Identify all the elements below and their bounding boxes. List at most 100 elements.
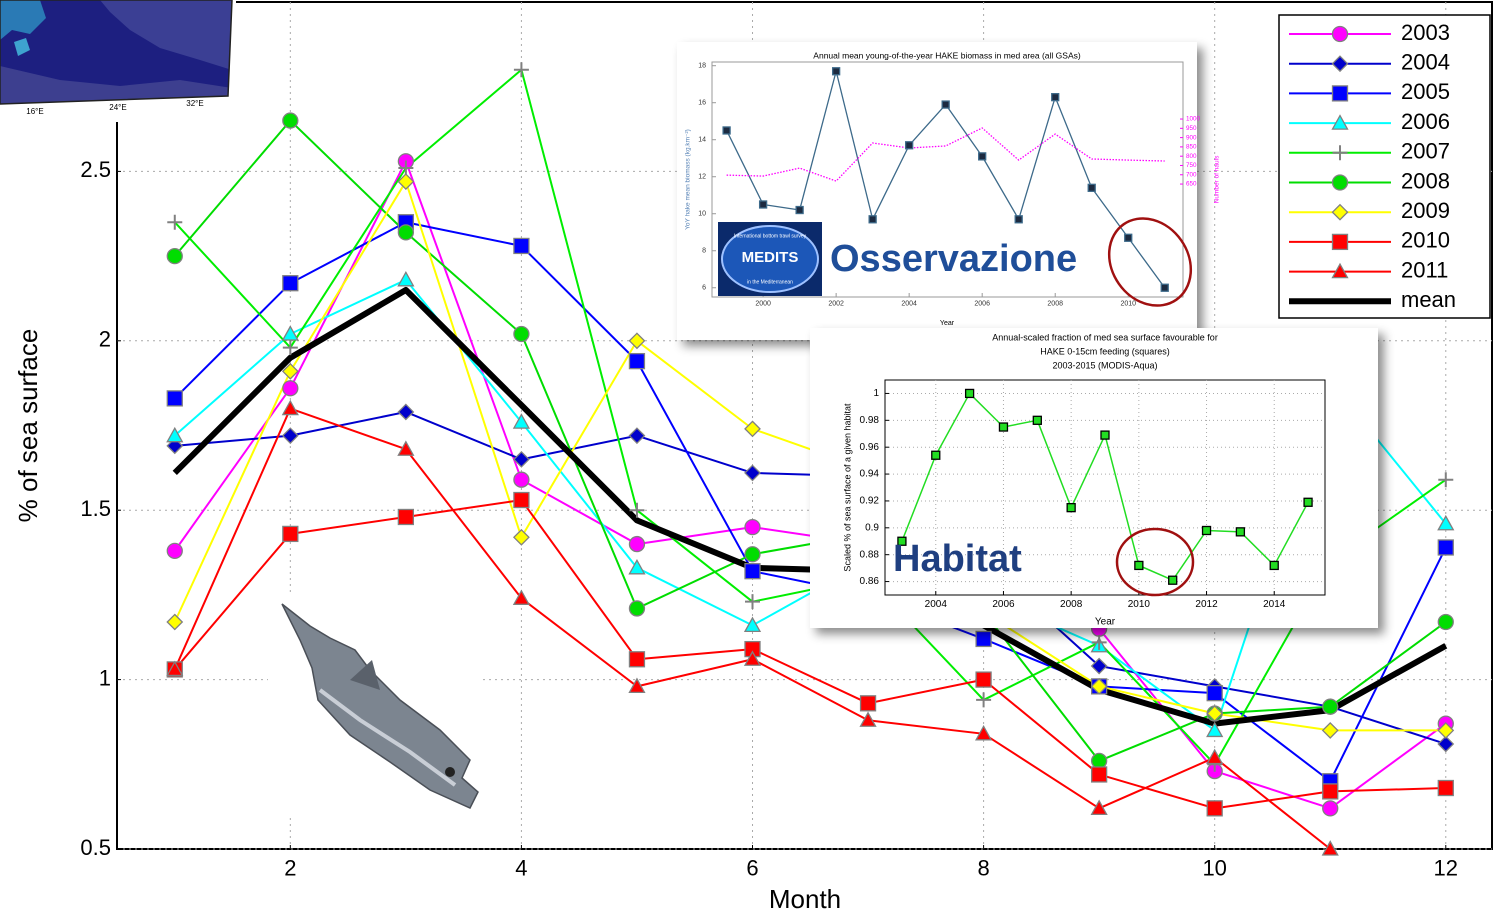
marker — [942, 101, 949, 108]
marker — [1207, 686, 1222, 701]
y2-tick-label: 1000 — [1186, 116, 1201, 123]
y-tick-label: 2 — [99, 327, 111, 352]
marker — [1092, 767, 1107, 782]
y2-tick-label: 700 — [1186, 171, 1197, 178]
marker — [745, 547, 760, 562]
marker — [1135, 561, 1143, 569]
marker — [514, 472, 529, 487]
legend-label: 2009 — [1401, 198, 1450, 223]
marker — [1270, 561, 1278, 569]
marker — [283, 113, 298, 128]
y-tick-label: 0.5 — [80, 835, 111, 860]
x-tick-label: 8 — [977, 856, 989, 881]
marker — [976, 672, 991, 687]
marker — [1203, 527, 1211, 535]
logo-text: MEDITS — [742, 249, 799, 266]
legend-label: 2007 — [1401, 139, 1450, 164]
marker — [906, 142, 913, 149]
x-tick-label: 2002 — [828, 300, 844, 307]
marker — [1438, 615, 1453, 630]
marker — [1323, 699, 1338, 714]
y-tick-label: 0.98 — [860, 415, 880, 426]
x-tick-label: 2010 — [1128, 599, 1151, 610]
marker — [869, 216, 876, 223]
marker — [1052, 94, 1059, 101]
marker — [283, 381, 298, 396]
marker — [1067, 504, 1075, 512]
y2-tick-label: 750 — [1186, 162, 1197, 169]
y2-axis-label: Number of hauls — [1214, 155, 1221, 203]
marker — [979, 153, 986, 160]
marker — [1304, 498, 1312, 506]
map-label: 16°E — [26, 107, 43, 116]
marker — [1033, 416, 1041, 424]
marker — [1333, 234, 1348, 249]
page: 0.511.522.524681012Month% of sea surface… — [0, 0, 1501, 916]
y-tick-label: 0.88 — [860, 549, 880, 560]
fish-eye — [445, 767, 455, 777]
y2-tick-label: 850 — [1186, 144, 1197, 151]
marker — [833, 68, 840, 75]
x-tick-label: 2000 — [755, 300, 771, 307]
y-tick-label: 0.94 — [860, 469, 880, 480]
x-tick-label: 2014 — [1263, 599, 1286, 610]
x-axis-label: Year — [1095, 617, 1116, 628]
marker — [514, 493, 529, 508]
y2-tick-label: 800 — [1186, 153, 1197, 160]
legend-label: 2004 — [1401, 50, 1450, 75]
x-tick-label: 2012 — [1195, 599, 1218, 610]
map-label: 32°E — [186, 99, 203, 108]
marker — [629, 354, 644, 369]
marker — [1323, 784, 1338, 799]
x-tick-label: 6 — [746, 856, 758, 881]
y-tick-label: 10 — [698, 211, 706, 218]
y2-tick-label: 650 — [1186, 181, 1197, 188]
x-tick-label: 10 — [1202, 856, 1226, 881]
logo-ring-text: in the Mediterranean — [747, 279, 793, 285]
marker — [1333, 86, 1348, 101]
y2-tick-label: 950 — [1186, 125, 1197, 132]
marker — [932, 451, 940, 459]
y-axis-label: % of sea surface — [13, 329, 43, 523]
marker — [514, 238, 529, 253]
fish-photo — [268, 595, 483, 817]
marker — [167, 249, 182, 264]
legend-label: 2011 — [1401, 257, 1448, 282]
marker — [966, 389, 974, 397]
legend-label: 2006 — [1401, 109, 1450, 134]
marker — [1438, 781, 1453, 796]
chart-title: Annual mean young-of-the-year HAKE bioma… — [813, 50, 1081, 60]
y-tick-label: 0.92 — [860, 496, 880, 507]
x-tick-label: 2006 — [974, 300, 990, 307]
y-axis-label: Scaled % of sea surface of a given habit… — [842, 403, 852, 572]
marker — [1169, 576, 1177, 584]
logo-ring-text: International bottom trawl survey — [734, 233, 807, 239]
marker — [1101, 431, 1109, 439]
marker — [1161, 284, 1168, 291]
marker — [167, 543, 182, 558]
marker — [1438, 540, 1453, 555]
marker — [1015, 216, 1022, 223]
y2-tick-label: 900 — [1186, 134, 1197, 141]
legend-label: 2008 — [1401, 168, 1450, 193]
y-tick-label: 0.96 — [860, 442, 880, 453]
y-tick-label: 0.86 — [860, 576, 880, 587]
chart-title: Annual-scaled fraction of med sea surfac… — [992, 332, 1218, 342]
chart-title: 2003-2015 (MODIS-Aqua) — [1052, 360, 1157, 370]
x-tick-label: 12 — [1434, 856, 1458, 881]
marker — [1323, 801, 1338, 816]
marker — [629, 537, 644, 552]
marker — [629, 601, 644, 616]
y-tick-label: 2.5 — [80, 157, 111, 182]
legend-label: mean — [1401, 287, 1456, 312]
marker — [1088, 184, 1095, 191]
legend-label: 2010 — [1401, 228, 1450, 253]
medits-logo: International bottom trawl survey MEDITS… — [718, 222, 822, 296]
marker — [1125, 234, 1132, 241]
x-axis-label: Year — [940, 320, 955, 327]
marker — [283, 276, 298, 291]
x-tick-label: 2008 — [1047, 300, 1063, 307]
marker — [796, 207, 803, 214]
x-tick-label: 2008 — [1060, 599, 1083, 610]
y-tick-label: 1 — [99, 665, 111, 690]
